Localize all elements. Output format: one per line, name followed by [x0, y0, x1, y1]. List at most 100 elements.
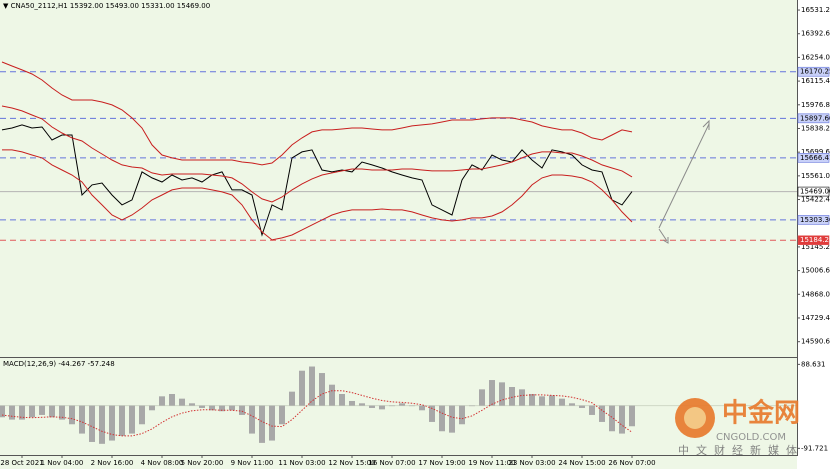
histogram-bar	[459, 405, 465, 425]
histogram-bar	[129, 405, 135, 434]
histogram-bar	[249, 405, 255, 434]
histogram-bar	[309, 366, 315, 406]
histogram-bar	[269, 405, 275, 441]
histogram-bar	[169, 393, 175, 406]
histogram-bar	[9, 405, 15, 420]
histogram-bar	[149, 405, 155, 411]
histogram-bar	[199, 405, 205, 408]
histogram-bar	[159, 396, 165, 406]
histogram-bar	[399, 403, 405, 406]
histogram-bar	[409, 405, 415, 407]
y-tick-label: 15422.40	[801, 196, 830, 204]
histogram-bar	[69, 405, 75, 425]
histogram-bar	[529, 393, 535, 406]
histogram-bar	[629, 405, 635, 427]
y-tick-label: 16531.20	[801, 6, 830, 14]
signal-line	[1, 390, 633, 437]
level-label: 16170.25	[800, 68, 830, 76]
y-tick-label: 15838.20	[801, 124, 830, 132]
histogram-bar	[359, 403, 365, 406]
series-line	[2, 149, 633, 241]
histogram-bar	[179, 398, 185, 406]
histogram-bar	[569, 403, 575, 406]
histogram-bar	[329, 384, 335, 406]
histogram-bar	[469, 405, 475, 407]
level-label: 15666.41	[800, 154, 830, 162]
x-tick-label: 2 Nov 16:00	[91, 459, 134, 467]
arrow-up	[658, 123, 710, 229]
x-tick-label: 24 Nov 15:00	[558, 459, 605, 467]
histogram-bar	[509, 387, 515, 406]
histogram-bar	[219, 405, 225, 412]
histogram-bar	[349, 400, 355, 406]
watermark-tagline: 中文财经新媒体	[678, 443, 804, 457]
histogram-bar	[289, 391, 295, 406]
histogram-bar	[119, 405, 125, 436]
level-label-box	[797, 66, 830, 77]
y-tick-label: 88.631	[801, 360, 826, 368]
histogram-bar	[89, 405, 95, 442]
histogram-bar	[519, 389, 525, 406]
price-axis-background	[797, 0, 830, 469]
histogram-bar	[449, 405, 455, 433]
level-label: 15184.26	[800, 236, 830, 244]
histogram-bar	[559, 398, 565, 406]
series-line	[1, 105, 633, 203]
histogram-bar	[489, 380, 495, 406]
chart-title: ▼ CNA50_2112,H1 15392.00 15493.00 15331.…	[3, 2, 210, 10]
histogram-bar	[379, 405, 385, 410]
y-tick-label: 14729.40	[801, 314, 830, 322]
histogram-bar	[79, 405, 85, 434]
histogram-bar	[49, 405, 55, 418]
arrow-head	[702, 119, 710, 130]
histogram-bar	[599, 405, 605, 422]
x-tick-label: 28 Oct 2021	[0, 459, 43, 467]
histogram-bar	[619, 405, 625, 434]
arrow-head	[662, 237, 669, 244]
x-tick-label: 5 Nov 20:00	[181, 459, 224, 467]
x-tick-label: 1 Nov 04:00	[41, 459, 84, 467]
x-tick-label: 17 Nov 19:00	[418, 459, 465, 467]
histogram-bar	[239, 405, 245, 415]
y-tick-label: 14868.00	[801, 290, 830, 298]
x-tick-label: 26 Nov 07:00	[608, 459, 655, 467]
level-label-box	[797, 153, 830, 163]
y-tick-label: 15699.60	[801, 148, 830, 156]
level-label: 15469.00	[800, 188, 830, 196]
y-tick-label: 16392.60	[801, 30, 830, 38]
histogram-bar	[589, 405, 595, 415]
watermark-site: CNGOLD.COM	[716, 432, 786, 443]
watermark-logo-inner	[684, 407, 706, 429]
histogram-bar	[579, 405, 585, 408]
histogram-bar	[389, 405, 395, 407]
y-tick-label: 14590.60	[801, 338, 830, 346]
histogram-bar	[299, 370, 305, 406]
indicator-title: MACD(12,26,9) -44.267 -57.248	[3, 360, 115, 368]
x-tick-label: 16 Nov 07:00	[368, 459, 415, 467]
histogram-bar	[479, 389, 485, 406]
y-tick-label: 15561.00	[801, 172, 830, 180]
histogram-bar	[439, 405, 445, 432]
histogram-bar	[259, 405, 265, 443]
histogram-bar	[319, 373, 325, 406]
histogram-bar	[279, 405, 285, 425]
histogram-bar	[229, 405, 235, 411]
series-line	[1, 61, 633, 166]
x-tick-label: 11 Nov 03:00	[278, 459, 325, 467]
histogram-bar	[109, 405, 115, 441]
histogram-bar	[209, 405, 215, 411]
y-tick-label: 15006.60	[801, 267, 830, 275]
y-tick-label: -91.721	[801, 444, 828, 452]
histogram-bar	[29, 405, 35, 418]
y-tick-label: 16254.00	[801, 53, 830, 61]
histogram-bar	[339, 393, 345, 406]
level-label-box	[797, 215, 830, 225]
plot-background	[0, 0, 797, 469]
watermark: 中金网 CNGOLD.COM 中文财经新媒体	[675, 398, 804, 457]
histogram-bar	[19, 405, 25, 420]
level-label: 15897.60	[800, 114, 830, 122]
x-tick-label: 19 Nov 11:00	[468, 459, 515, 467]
histogram-bar	[549, 395, 555, 406]
x-tick-label: 4 Nov 08:00	[141, 459, 184, 467]
